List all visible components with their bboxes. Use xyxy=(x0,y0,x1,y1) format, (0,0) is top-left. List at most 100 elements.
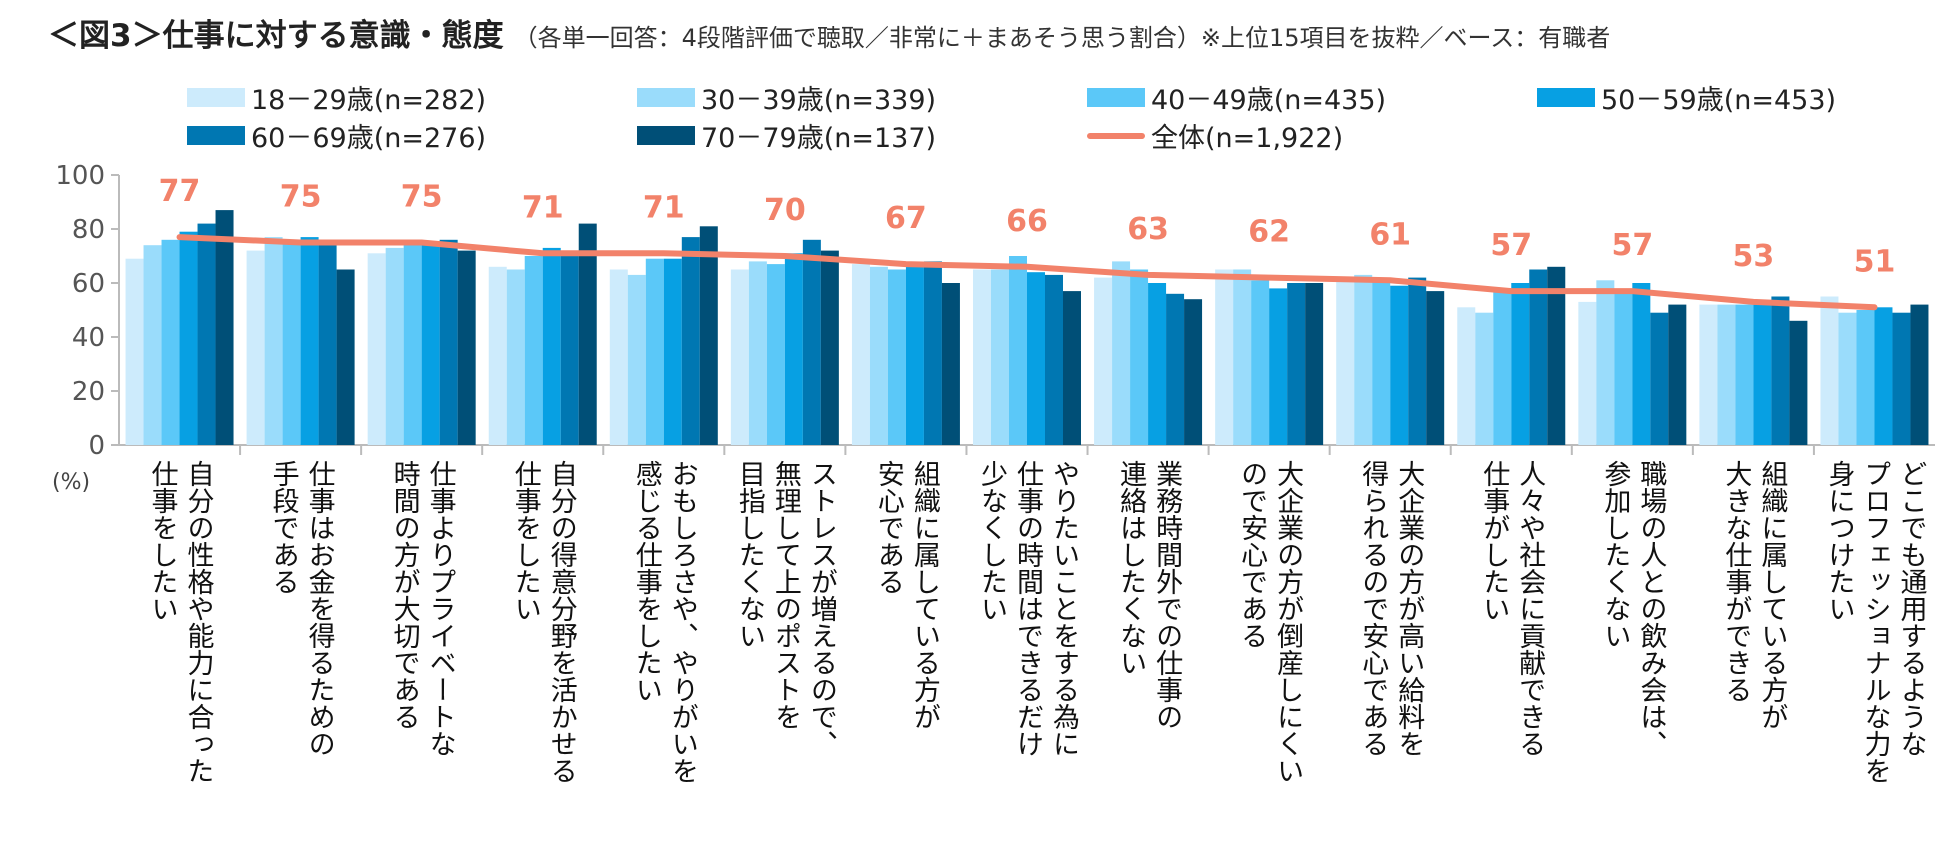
bar-6-4 xyxy=(578,223,597,445)
bar-5-4 xyxy=(560,256,579,445)
bar-1-5 xyxy=(609,269,628,445)
data-label-total: 57 xyxy=(1490,228,1532,263)
total-line xyxy=(176,234,1878,311)
bar-5-6 xyxy=(802,239,821,445)
bar-6-5 xyxy=(699,226,718,445)
legend-label: 60－69歳(n=276) xyxy=(251,123,487,154)
bar-2-14 xyxy=(1717,304,1736,445)
bar-5-12 xyxy=(1529,269,1548,445)
bar-5-7 xyxy=(923,261,942,445)
legend-item: 30－39歳(n=339) xyxy=(637,78,936,117)
y-tick-label: 20 xyxy=(72,377,105,407)
bar-4-11 xyxy=(1390,285,1409,445)
bar-1-4 xyxy=(488,266,507,445)
legend-swatch xyxy=(1087,88,1145,107)
x-category-label-line: 大企業の方が倒産しにくい xyxy=(1272,460,1304,784)
x-category-label: 仕事よりプライベートな 時間の方が大切である xyxy=(361,460,482,757)
data-label-total: 57 xyxy=(1611,228,1653,263)
bar-3-10 xyxy=(1251,280,1270,445)
legend-line-swatch xyxy=(1087,132,1145,139)
legend-swatch xyxy=(1537,88,1595,107)
bar-6-15 xyxy=(1910,304,1929,445)
legend-swatch xyxy=(187,88,245,107)
bar-6-1 xyxy=(215,210,234,445)
y-tick-label: 80 xyxy=(72,215,105,245)
legend-swatch xyxy=(637,126,695,145)
bar-1-12 xyxy=(1457,307,1476,445)
x-category-label-line: プロフェッショナルな力を xyxy=(1859,460,1891,784)
x-category-label-line: 時間の方が大切である xyxy=(388,460,420,730)
bar-1-10 xyxy=(1215,269,1234,445)
bar-3-14 xyxy=(1735,304,1754,445)
bar-3-12 xyxy=(1493,291,1512,445)
bar-6-6 xyxy=(820,250,839,445)
bar-6-11 xyxy=(1426,291,1445,445)
x-category-label: ストレスが増えるので、 無理して上のポストを 目指したくない xyxy=(724,460,845,757)
legend-label: 18－29歳(n=282) xyxy=(251,85,487,116)
x-category-label-line: 職場の人との飲み会は、 xyxy=(1635,460,1667,757)
x-category-label-line: 仕事をしたい xyxy=(146,460,178,622)
x-category-label-line: 仕事がしたい xyxy=(1478,460,1510,622)
bar-3-4 xyxy=(524,256,543,445)
x-category-label: 人々や社会に貢献できる 仕事がしたい xyxy=(1451,460,1572,757)
x-category-label-line: 得られるので安心である xyxy=(1357,460,1389,757)
bar-3-9 xyxy=(1130,269,1149,445)
x-category-label-line: 連絡はしたくない xyxy=(1115,460,1147,676)
data-label-total: 51 xyxy=(1854,244,1896,279)
bar-3-2 xyxy=(282,239,301,445)
bar-4-2 xyxy=(300,237,319,445)
bar-1-2 xyxy=(246,250,265,445)
x-category-label-line: 人々や社会に貢献できる xyxy=(1514,460,1546,757)
bar-4-14 xyxy=(1753,304,1772,445)
bar-3-13 xyxy=(1614,291,1633,445)
bar-1-13 xyxy=(1578,301,1597,445)
x-category-label-line: 無理して上のポストを xyxy=(769,460,801,730)
bar-2-15 xyxy=(1838,312,1857,445)
x-category-label: 業務時間外での仕事の 連絡はしたくない xyxy=(1088,460,1209,730)
x-category-label-line: 手段である xyxy=(267,460,299,595)
legend-item: 全体(n=1,922) xyxy=(1087,116,1343,155)
bar-4-9 xyxy=(1148,283,1167,445)
title-subtitle: （各単一回答：4段階評価で聴取／非常に＋まあそう思う割合）※上位15項目を抜粋／… xyxy=(513,24,1611,52)
x-category-label: やりたいことをする為に 仕事の時間はできるだけ 少なくしたい xyxy=(966,460,1087,757)
x-category-label: 仕事はお金を得るための 手段である xyxy=(240,460,361,757)
x-category-label-line: 組織に属している方が xyxy=(908,460,940,730)
bar-1-9 xyxy=(1094,277,1113,445)
bar-3-11 xyxy=(1372,280,1391,445)
x-category-label-line: 仕事よりプライベートな xyxy=(424,460,456,757)
bar-1-11 xyxy=(1336,280,1355,445)
x-category-label-line: 参加したくない xyxy=(1599,460,1631,649)
legend-swatch xyxy=(187,126,245,145)
bar-4-13 xyxy=(1632,283,1651,445)
data-label-total: 75 xyxy=(280,180,322,215)
legend-label: 70－79歳(n=137) xyxy=(701,123,937,154)
bar-5-2 xyxy=(318,245,337,445)
bar-2-4 xyxy=(506,269,525,445)
data-label-total: 70 xyxy=(764,193,806,228)
x-category-label-line: 少なくしたい xyxy=(975,460,1007,622)
x-category-label-line: 自分の得意分野を活かせる xyxy=(545,460,577,784)
legend: 18－29歳(n=282) 30－39歳(n=339) 40－49歳(n=435) 5… xyxy=(0,0,1950,160)
bar-6-13 xyxy=(1668,304,1687,445)
legend-swatch xyxy=(637,88,695,107)
x-category-label-line: ので安心である xyxy=(1236,460,1268,649)
x-category-label: 大企業の方が倒産しにくい ので安心である xyxy=(1209,460,1330,784)
data-label-total: 71 xyxy=(522,190,564,225)
bar-6-7 xyxy=(941,283,960,445)
bar-5-11 xyxy=(1408,277,1427,445)
bar-6-2 xyxy=(336,269,355,445)
x-category-label-line: 大企業の方が高い給料を xyxy=(1393,460,1425,757)
x-category-label-line: ストレスが増えるので、 xyxy=(805,460,837,757)
x-category-label: 自分の性格や能力に合った 仕事をしたい xyxy=(119,460,240,784)
chart-title: ＜図3＞仕事に対する意識・態度 （各単一回答：4段階評価で聴取／非常に＋まあそう思… xyxy=(48,10,1610,55)
legend-label: 50－59歳(n=453) xyxy=(1601,85,1837,116)
bar-3-3 xyxy=(403,245,422,445)
x-category-label-line: 仕事をしたい xyxy=(509,460,541,622)
x-category-label-line: 自分の性格や能力に合った xyxy=(182,460,214,784)
x-category-label: 職場の人との飲み会は、 参加したくない xyxy=(1572,460,1693,757)
y-unit-label: (%) xyxy=(52,470,91,495)
title-main: ＜図3＞仕事に対する意識・態度 xyxy=(48,18,504,54)
bar-2-8 xyxy=(991,269,1009,445)
bar-4-3 xyxy=(421,242,440,445)
